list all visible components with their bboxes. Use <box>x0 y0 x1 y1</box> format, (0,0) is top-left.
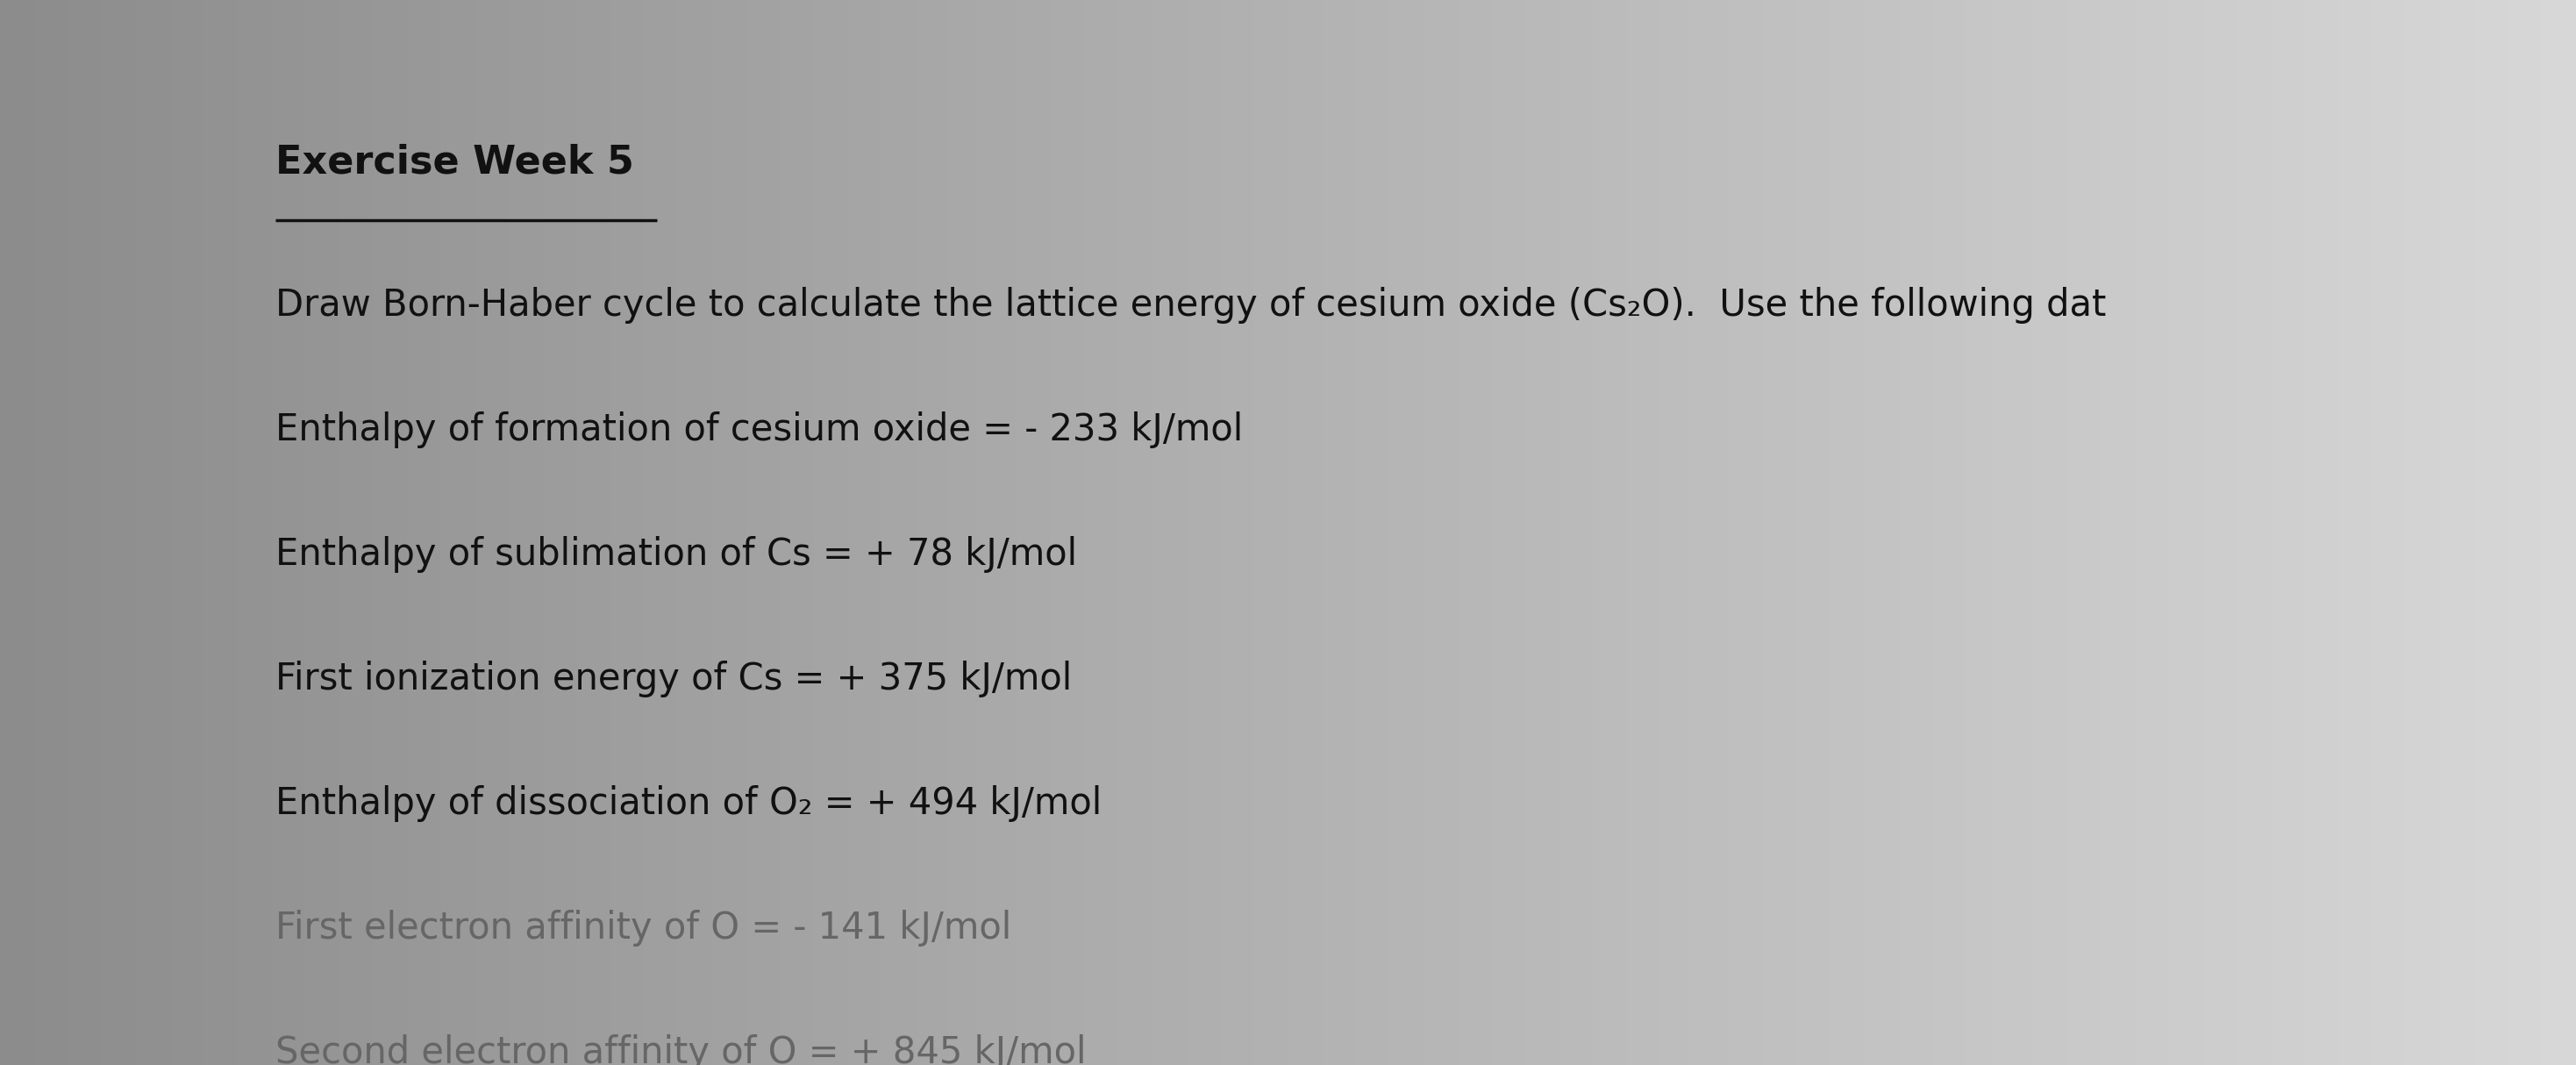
Text: First electron affinity of O = - 141 kJ/mol: First electron affinity of O = - 141 kJ/… <box>276 911 1012 947</box>
Text: Enthalpy of formation of cesium oxide = - 233 kJ/mol: Enthalpy of formation of cesium oxide = … <box>276 412 1244 448</box>
Text: Exercise Week 5: Exercise Week 5 <box>276 144 634 181</box>
Text: Second electron affinity of O = + 845 kJ/mol: Second electron affinity of O = + 845 kJ… <box>276 1035 1087 1065</box>
Text: First ionization energy of Cs = + 375 kJ/mol: First ionization energy of Cs = + 375 kJ… <box>276 661 1072 698</box>
Text: Enthalpy of sublimation of Cs = + 78 kJ/mol: Enthalpy of sublimation of Cs = + 78 kJ/… <box>276 537 1077 573</box>
Text: Draw Born-Haber cycle to calculate the lattice energy of cesium oxide (Cs₂O).  U: Draw Born-Haber cycle to calculate the l… <box>276 288 2107 324</box>
Text: Enthalpy of dissociation of O₂ = + 494 kJ/mol: Enthalpy of dissociation of O₂ = + 494 k… <box>276 786 1103 822</box>
